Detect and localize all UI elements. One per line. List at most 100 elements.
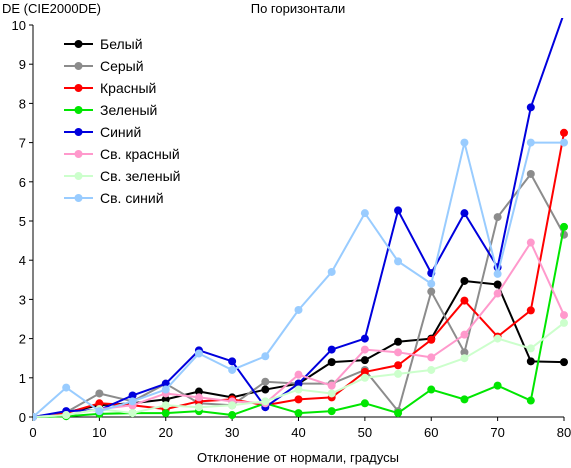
data-point (194, 393, 203, 402)
data-point (560, 318, 568, 327)
data-point (261, 397, 270, 406)
data-point (294, 395, 303, 404)
x-axis-title: Отклонение от нормали, градусы (197, 450, 399, 465)
data-point (360, 367, 369, 376)
data-point (427, 287, 436, 296)
data-point (460, 330, 469, 339)
data-point (228, 401, 237, 410)
data-point (460, 348, 469, 357)
data-point (526, 396, 535, 405)
data-point (261, 385, 270, 394)
data-point (560, 138, 568, 147)
data-point (427, 335, 436, 344)
legend-label: Св. красный (100, 146, 180, 162)
legend-item: Синий (64, 124, 141, 140)
legend-item: Серый (64, 58, 144, 74)
data-point (493, 213, 502, 222)
data-point (228, 357, 237, 366)
data-point (526, 138, 535, 147)
data-point (526, 306, 535, 315)
data-point (294, 385, 303, 394)
data-point (62, 383, 71, 392)
legend-label: Св. зеленый (100, 168, 180, 184)
legend-label: Синий (100, 124, 141, 140)
x-tick-label: 40 (291, 425, 305, 440)
x-tick-label: 30 (225, 425, 239, 440)
data-point (560, 358, 568, 367)
data-point (427, 365, 436, 374)
data-point (560, 128, 568, 137)
data-point (460, 138, 469, 147)
data-point (526, 344, 535, 353)
data-point (62, 411, 71, 420)
data-point (294, 409, 303, 418)
data-point (460, 395, 469, 404)
series-7 (33, 318, 568, 421)
y-tick-label: 10 (12, 18, 26, 33)
data-point (427, 279, 436, 288)
legend-swatch-marker (74, 84, 83, 92)
data-point (360, 356, 369, 365)
data-point (493, 381, 502, 390)
series-8 (33, 138, 568, 421)
data-point (360, 334, 369, 343)
data-point (327, 345, 336, 354)
axes: 0 1 2 3 4 5 6 7 8 9 10 0 10 20 30 40 50 60 70 80 (12, 18, 571, 440)
legend-label: Св. синий (100, 190, 164, 206)
y-tick-label: 0 (19, 410, 26, 425)
legend-label: Серый (100, 58, 144, 74)
legend-label: Белый (100, 36, 143, 52)
data-point (194, 403, 203, 412)
data-point (427, 353, 436, 362)
legend-swatch-marker (74, 128, 83, 136)
legend-item: Зеленый (64, 102, 157, 118)
x-tick-label: 0 (29, 425, 36, 440)
y-tick-label: 9 (19, 57, 26, 72)
legend-label: Зеленый (100, 102, 157, 118)
data-point (128, 391, 137, 400)
data-point (526, 238, 535, 247)
data-point (294, 379, 303, 388)
data-point (128, 397, 137, 406)
data-point (427, 385, 436, 394)
data-point (161, 401, 170, 410)
data-point (228, 411, 237, 420)
legend-label: Красный (100, 80, 156, 96)
data-point (261, 352, 270, 361)
data-point (294, 370, 303, 379)
legend: Белый Серый Красный Зеленый Синий Св. красный… (64, 36, 180, 206)
y-tick-label: 1 (19, 371, 26, 386)
data-point (327, 267, 336, 276)
legend-swatch-marker (74, 172, 83, 180)
data-point (394, 361, 403, 370)
legend-swatch-marker (74, 194, 83, 202)
legend-item: Св. красный (64, 146, 180, 162)
data-point (95, 399, 104, 408)
data-point (560, 311, 568, 320)
y-tick-label: 7 (19, 136, 26, 151)
data-point (161, 385, 170, 394)
data-point (394, 348, 403, 357)
data-point (95, 407, 104, 416)
data-point (128, 409, 137, 418)
data-point (33, 413, 37, 421)
data-point (161, 409, 170, 418)
y-tick-label: 5 (19, 214, 26, 229)
legend-swatch-marker (74, 106, 83, 114)
data-point (394, 206, 403, 215)
data-point (327, 358, 336, 367)
data-point (228, 365, 237, 374)
data-point (327, 381, 336, 390)
y-tick-label: 4 (19, 253, 26, 268)
x-tick-label: 70 (490, 425, 504, 440)
data-point (493, 269, 502, 278)
data-point (394, 337, 403, 346)
y-axis-title: DE (CIE2000DE) (2, 1, 101, 16)
data-point (161, 379, 170, 388)
data-point (261, 377, 270, 386)
data-point (526, 169, 535, 178)
data-point (294, 305, 303, 314)
data-point (95, 389, 104, 398)
x-tick-label: 80 (557, 425, 571, 440)
y-tick-label: 6 (19, 175, 26, 190)
